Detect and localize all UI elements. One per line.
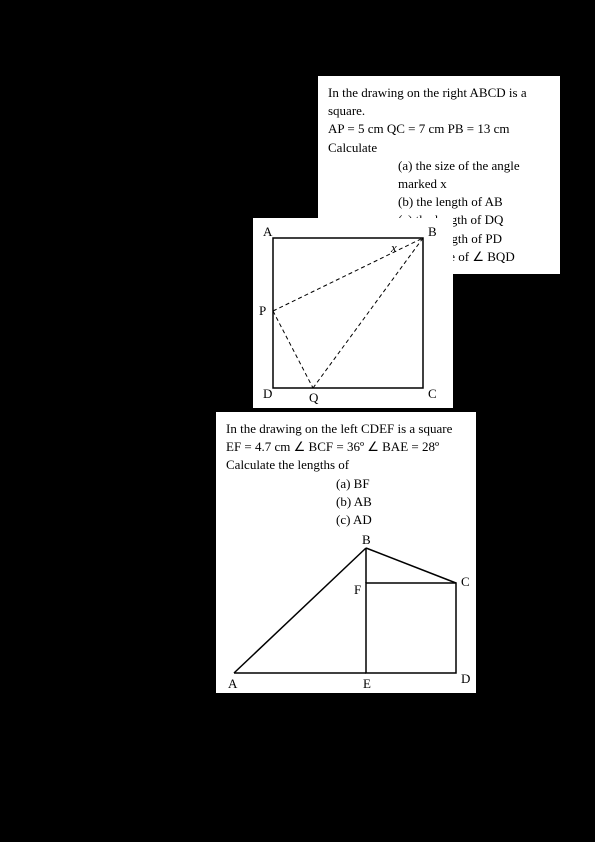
diagram1: A B C D P Q x: [253, 218, 453, 408]
d1-label-x: x: [390, 240, 397, 255]
angle-symbol: ∠: [472, 249, 487, 264]
p1-item-a: (a) the size of the angle marked x: [398, 157, 550, 193]
diagram2: B C D E F A: [216, 528, 476, 693]
d1-label-A: A: [263, 224, 273, 239]
d1-label-D: D: [263, 386, 272, 401]
p1-item-b: (b) the length of AB: [398, 193, 550, 211]
d1-label-P: P: [259, 303, 266, 318]
d2-label-B: B: [362, 532, 371, 547]
p2-intro: In the drawing on the left CDEF is a squ…: [226, 420, 466, 438]
p2-item-a: (a) BF: [336, 475, 466, 493]
problem2-panel: In the drawing on the left CDEF is a squ…: [216, 412, 476, 537]
p2-angle1: BCF = 36º: [309, 439, 368, 454]
p1-given: AP = 5 cm QC = 7 cm PB = 13 cm: [328, 120, 550, 138]
d2-label-E: E: [363, 676, 371, 691]
d2-label-A: A: [228, 676, 238, 691]
p1-calc: Calculate: [328, 139, 550, 157]
angle-symbol: ∠: [294, 439, 309, 454]
p2-given-prefix: EF = 4.7 cm: [226, 439, 294, 454]
d1-label-C: C: [428, 386, 437, 401]
d1-label-Q: Q: [309, 390, 319, 405]
d1-label-B: B: [428, 224, 437, 239]
angle-symbol: ∠: [367, 439, 382, 454]
p2-calc: Calculate the lengths of: [226, 456, 466, 474]
p1-intro: In the drawing on the right ABCD is a sq…: [328, 84, 550, 120]
d2-label-F: F: [354, 582, 361, 597]
p1-item-e-angle: BQD: [487, 249, 514, 264]
p2-angle2: BAE = 28º: [382, 439, 439, 454]
p2-item-c: (c) AD: [336, 511, 466, 529]
p2-item-b: (b) AB: [336, 493, 466, 511]
p2-given: EF = 4.7 cm ∠ BCF = 36º ∠ BAE = 28º: [226, 438, 466, 456]
d2-label-D: D: [461, 671, 470, 686]
d2-label-C: C: [461, 574, 470, 589]
